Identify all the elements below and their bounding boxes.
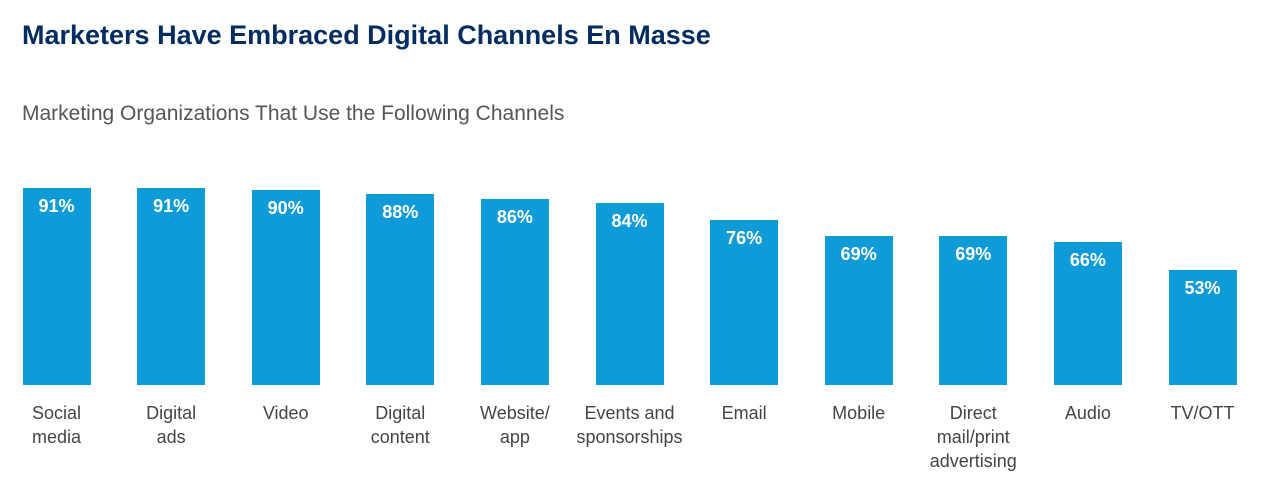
x-tick-label: Website/ app — [480, 403, 550, 447]
data-label: 86% — [496, 206, 533, 227]
data-label: 76% — [726, 228, 763, 249]
bar — [480, 198, 549, 385]
bar — [251, 190, 320, 385]
bar — [22, 187, 91, 385]
data-label: 88% — [382, 202, 419, 223]
data-label: 90% — [267, 198, 304, 219]
bar — [710, 220, 779, 385]
data-label: 69% — [840, 243, 877, 264]
chart-subtitle: Marketing Organizations That Use the Fol… — [22, 102, 565, 125]
bar — [137, 187, 206, 385]
x-tick-label: Audio — [1064, 403, 1111, 423]
data-label: 91% — [38, 195, 75, 216]
x-tick-label: Video — [262, 403, 309, 423]
x-tick-label: Mobile — [832, 403, 886, 423]
bar — [1053, 242, 1122, 385]
x-tick-label: Social media — [31, 403, 82, 447]
bar — [366, 194, 435, 385]
x-tick-label: Direct mail/print advertising — [929, 403, 1017, 471]
data-label: 69% — [955, 243, 992, 264]
x-tick-label: Events and sponsorships — [576, 403, 683, 447]
data-label: 66% — [1069, 250, 1106, 271]
data-label: 53% — [1184, 278, 1221, 299]
x-tick-label: Digital ads — [146, 403, 197, 447]
bar — [824, 235, 893, 385]
chart-title: Marketers Have Embraced Digital Channels… — [22, 20, 711, 50]
data-label: 84% — [611, 211, 648, 232]
x-tick-label: Digital content — [370, 403, 430, 447]
bar — [939, 235, 1008, 385]
bar — [1168, 270, 1237, 385]
x-tick-label: Email — [721, 403, 767, 423]
data-label: 91% — [153, 195, 190, 216]
bar — [595, 203, 664, 385]
x-tick-label: TV/OTT — [1170, 403, 1235, 423]
